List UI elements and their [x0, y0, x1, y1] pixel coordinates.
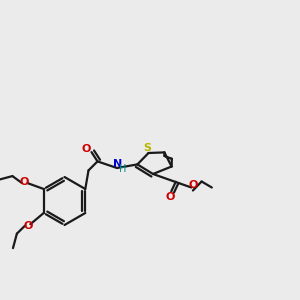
- Text: S: S: [143, 142, 151, 153]
- Text: N: N: [113, 159, 122, 169]
- Text: H: H: [119, 164, 127, 174]
- Text: O: O: [23, 221, 33, 231]
- Text: O: O: [166, 192, 175, 203]
- Text: O: O: [188, 179, 198, 190]
- Text: O: O: [20, 176, 29, 187]
- Text: O: O: [81, 144, 91, 154]
